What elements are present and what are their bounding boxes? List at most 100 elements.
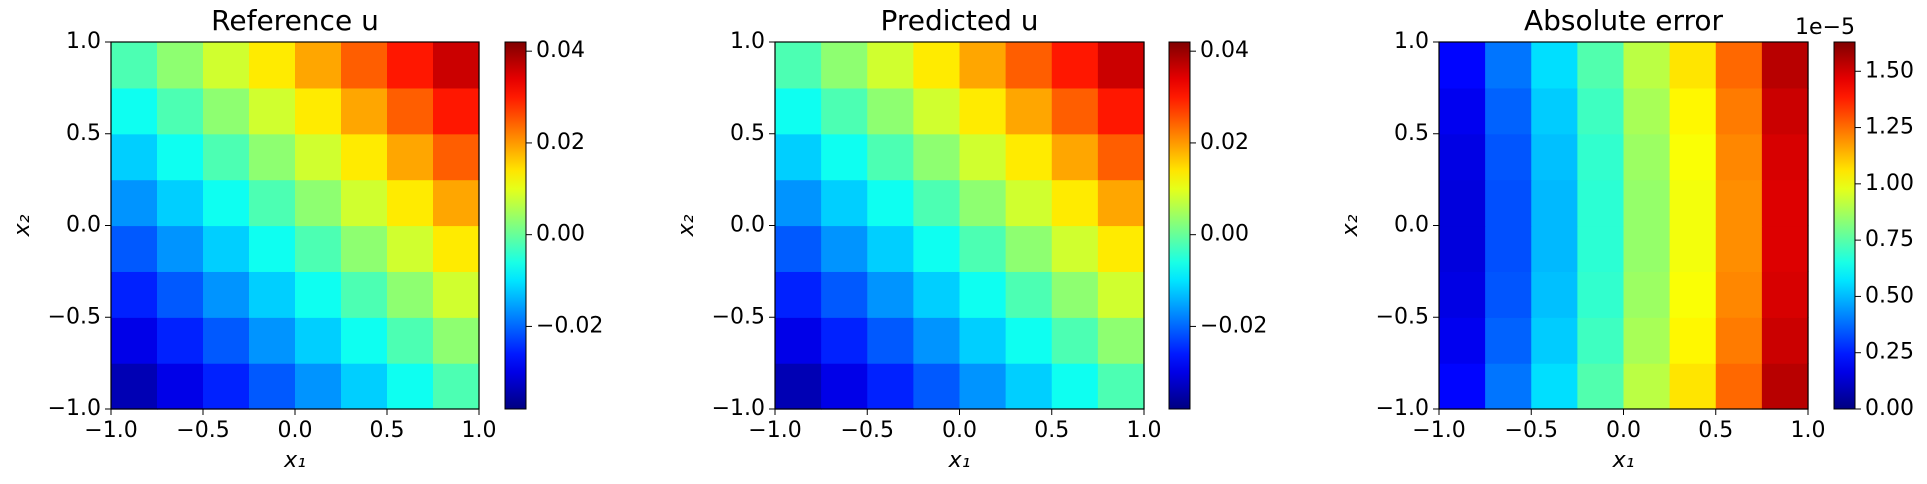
colorbar xyxy=(504,41,527,410)
heatmap-cell xyxy=(111,271,158,318)
colorbar-tick-label: 0.00 xyxy=(536,222,585,247)
heatmap-cell xyxy=(295,179,342,227)
heatmap-cell xyxy=(1577,87,1625,135)
heatmap-cell xyxy=(387,363,434,410)
x-axis-label: x₁ xyxy=(948,448,971,473)
heatmap-cell xyxy=(1531,87,1578,135)
heatmap-cell xyxy=(1577,42,1625,89)
heatmap-cell xyxy=(1761,133,1809,181)
heatmap-cell xyxy=(341,133,388,181)
heatmap-cell xyxy=(295,271,342,318)
heatmap-cell xyxy=(249,133,296,181)
x-tick-label: 0.5 xyxy=(370,418,405,443)
heatmap-cell xyxy=(1623,179,1671,227)
heatmap-cell xyxy=(959,87,1007,135)
heatmap-cell xyxy=(433,271,480,318)
heatmap-cell xyxy=(203,317,250,364)
heatmap-cell xyxy=(1097,42,1145,89)
heatmap-cell xyxy=(1623,133,1671,181)
heatmap-cell xyxy=(111,42,158,89)
heatmap-cell xyxy=(1623,87,1671,135)
y-tick-label: 1.0 xyxy=(66,29,101,54)
heatmap-cell xyxy=(867,317,914,364)
y-tick-label: −0.5 xyxy=(48,304,101,329)
heatmap-cell xyxy=(203,133,250,181)
heatmap-cell xyxy=(1577,317,1625,364)
heatmap-cell xyxy=(387,87,434,135)
heatmap-cell xyxy=(1577,133,1625,181)
colorbar-tick-label: 0.75 xyxy=(1865,227,1914,252)
y-tick-label: 0.5 xyxy=(66,121,101,146)
heatmap-cell xyxy=(1623,363,1671,410)
colorbar-tick-label: 0.25 xyxy=(1865,340,1914,365)
y-axis-label: x₂ xyxy=(674,214,699,237)
colorbar-tick-label: −0.02 xyxy=(1200,313,1267,338)
heatmap-cell xyxy=(1577,179,1625,227)
y-tick-label: −1.0 xyxy=(1376,396,1429,421)
heatmap-cell xyxy=(295,133,342,181)
heatmap-cell xyxy=(959,317,1007,364)
heatmap-cell xyxy=(157,42,204,89)
heatmap-cell xyxy=(341,42,388,89)
colorbar-tick-label: 0.02 xyxy=(1200,130,1249,155)
heatmap-cell xyxy=(959,271,1007,318)
y-tick-label: 1.0 xyxy=(730,29,765,54)
title: Predicted u xyxy=(880,4,1038,37)
heatmap-cell xyxy=(1097,271,1145,318)
heatmap-cell xyxy=(775,363,822,410)
x-tick-label: −0.5 xyxy=(841,418,894,443)
heatmap-cell xyxy=(433,317,480,364)
x-tick-label: −1.0 xyxy=(748,418,801,443)
heatmap-cell xyxy=(775,225,822,272)
heatmap-cell xyxy=(249,317,296,364)
y-tick-label: 1.0 xyxy=(1394,29,1429,54)
heatmap-cell xyxy=(1669,87,1717,135)
x-tick-label: 0.5 xyxy=(1034,418,1069,443)
heatmap-cell xyxy=(959,133,1007,181)
heatmap-cell xyxy=(1051,87,1099,135)
heatmap-cell xyxy=(111,87,158,135)
heatmap-cell xyxy=(867,42,914,89)
heatmap-cell xyxy=(249,42,296,89)
heatmap-cell xyxy=(913,133,961,181)
heatmap-cell xyxy=(1051,42,1099,89)
x-tick-label: 0.0 xyxy=(1606,418,1641,443)
heatmap-cell xyxy=(1051,363,1099,410)
heatmap-cell xyxy=(867,271,914,318)
heatmap-cell xyxy=(1623,317,1671,364)
heatmap-cell xyxy=(867,179,914,227)
heatmap-cell xyxy=(1715,363,1763,410)
heatmap-cell xyxy=(341,271,388,318)
heatmap-cell xyxy=(341,317,388,364)
heatmap-cell xyxy=(959,363,1007,410)
heatmap-cell xyxy=(1761,317,1809,364)
x-axis-label: x₁ xyxy=(283,448,306,473)
heatmap-cell xyxy=(295,225,342,272)
heatmap-cell xyxy=(1005,225,1053,272)
x-tick-label: −0.5 xyxy=(176,418,229,443)
heatmap-cell xyxy=(1623,42,1671,89)
heatmap-cell xyxy=(295,363,342,410)
heatmap-cell xyxy=(111,133,158,181)
heatmap-cell xyxy=(1531,133,1578,181)
heatmap-cell xyxy=(1669,363,1717,410)
heatmap-cell xyxy=(1005,87,1053,135)
heatmap-cell xyxy=(1715,133,1763,181)
heatmap-cell xyxy=(433,179,480,227)
heatmap-cell xyxy=(1097,133,1145,181)
heatmap-cell xyxy=(959,179,1007,227)
heatmap-cell xyxy=(1623,271,1671,318)
heatmap-cell xyxy=(1439,179,1486,227)
y-tick-label: 0.5 xyxy=(1394,121,1429,146)
heatmap-cell xyxy=(1485,271,1532,318)
heatmap-cell xyxy=(1005,179,1053,227)
heatmap-cell xyxy=(821,363,868,410)
heatmap-cell xyxy=(1005,363,1053,410)
heatmap-cell xyxy=(1439,363,1486,410)
colorbar-tick-label: 0.04 xyxy=(1200,38,1249,63)
colorbar-tick-label: 0.00 xyxy=(1200,222,1249,247)
heatmap-cell xyxy=(203,271,250,318)
heatmap-cell xyxy=(1531,363,1578,410)
heatmap-cell xyxy=(1715,179,1763,227)
heatmap-cell xyxy=(1485,317,1532,364)
